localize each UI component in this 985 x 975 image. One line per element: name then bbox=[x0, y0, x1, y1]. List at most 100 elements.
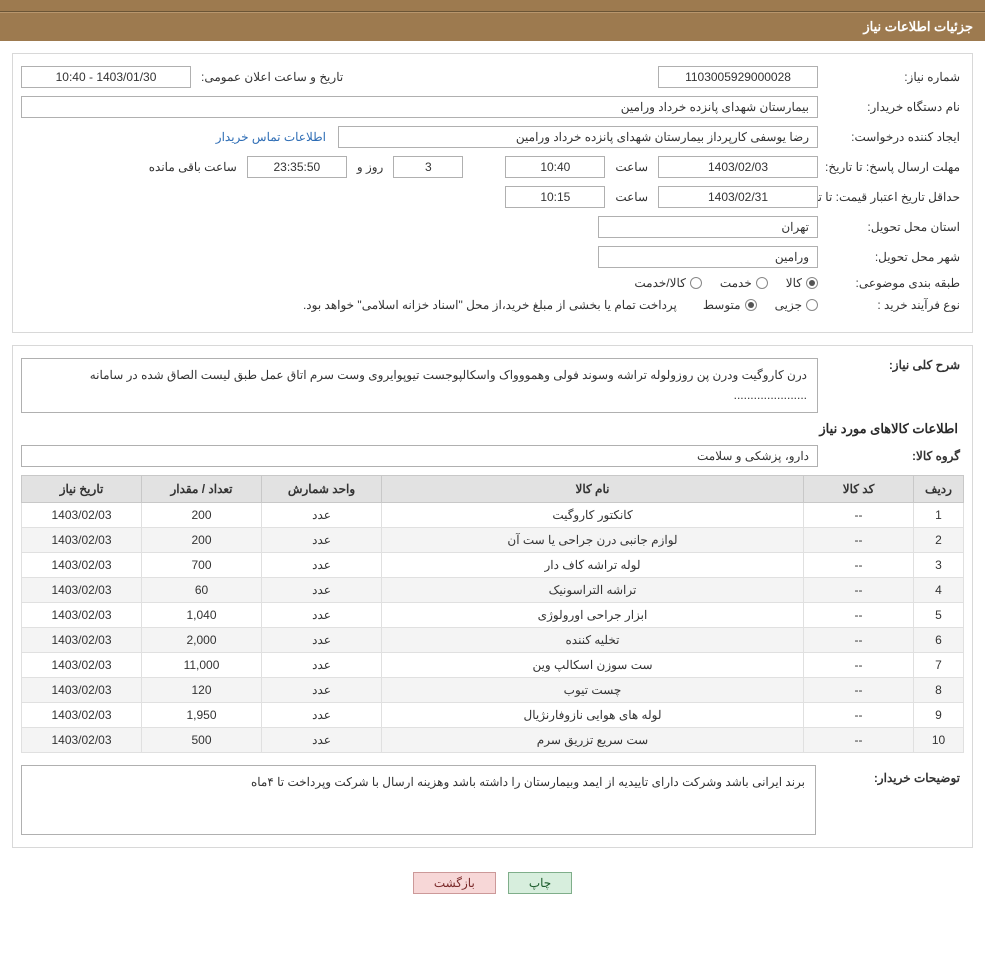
table-row: 5--ابزار جراحی اورولوژیعدد1,0401403/02/0… bbox=[22, 602, 964, 627]
cell-name: تخلیه کننده bbox=[382, 627, 804, 652]
radio-icon bbox=[690, 277, 702, 289]
cell-code: -- bbox=[804, 602, 914, 627]
cell-name: ست سوزن اسکالپ وین bbox=[382, 652, 804, 677]
validity-date: 1403/02/31 bbox=[658, 186, 818, 208]
cell-qty: 200 bbox=[142, 527, 262, 552]
cell-name: کانکتور کاروگیت bbox=[382, 502, 804, 527]
print-button[interactable]: چاپ bbox=[508, 872, 572, 894]
need-no-label: شماره نیاز: bbox=[824, 70, 964, 84]
cell-row: 1 bbox=[914, 502, 964, 527]
radio-icon bbox=[745, 299, 757, 311]
cell-qty: 60 bbox=[142, 577, 262, 602]
cell-unit: عدد bbox=[262, 577, 382, 602]
th-name: نام کالا bbox=[382, 475, 804, 502]
th-qty: تعداد / مقدار bbox=[142, 475, 262, 502]
contact-link[interactable]: اطلاعات تماس خریدار bbox=[210, 130, 332, 144]
time-label-2: ساعت bbox=[611, 190, 652, 204]
radio-medium-label: متوسط bbox=[703, 298, 741, 312]
th-row: ردیف bbox=[914, 475, 964, 502]
province-label: استان محل تحویل: bbox=[824, 220, 964, 234]
cell-row: 8 bbox=[914, 677, 964, 702]
announce-label: تاریخ و ساعت اعلان عمومی: bbox=[197, 70, 347, 84]
cell-qty: 1,950 bbox=[142, 702, 262, 727]
content: شماره نیاز: 1103005929000028 تاریخ و ساع… bbox=[0, 41, 985, 918]
cell-unit: عدد bbox=[262, 702, 382, 727]
radio-icon bbox=[756, 277, 768, 289]
cell-code: -- bbox=[804, 552, 914, 577]
radio-both-label: کالا/خدمت bbox=[634, 276, 685, 290]
buyer-notes-label: توضیحات خریدار: bbox=[824, 765, 964, 835]
cell-code: -- bbox=[804, 702, 914, 727]
radio-service[interactable]: خدمت bbox=[720, 276, 768, 290]
cell-date: 1403/02/03 bbox=[22, 677, 142, 702]
cell-code: -- bbox=[804, 577, 914, 602]
cell-name: لوله های هوایی نازوفارنژیال bbox=[382, 702, 804, 727]
cell-code: -- bbox=[804, 627, 914, 652]
th-code: کد کالا bbox=[804, 475, 914, 502]
page-title: جزئیات اطلاعات نیاز bbox=[863, 19, 973, 34]
cell-code: -- bbox=[804, 677, 914, 702]
cell-qty: 120 bbox=[142, 677, 262, 702]
table-row: 1--کانکتور کاروگیتعدد2001403/02/03 bbox=[22, 502, 964, 527]
top-bar bbox=[0, 0, 985, 12]
cell-code: -- bbox=[804, 727, 914, 752]
city: ورامین bbox=[598, 246, 818, 268]
province: تهران bbox=[598, 216, 818, 238]
cell-unit: عدد bbox=[262, 627, 382, 652]
buyer-org: بیمارستان شهدای پانزده خرداد ورامین bbox=[21, 96, 818, 118]
announce-value: 1403/01/30 - 10:40 bbox=[21, 66, 191, 88]
class-label: طبقه بندی موضوعی: bbox=[824, 276, 964, 290]
remaining-label: ساعت باقی مانده bbox=[145, 160, 241, 174]
cell-date: 1403/02/03 bbox=[22, 627, 142, 652]
radio-goods-label: کالا bbox=[786, 276, 802, 290]
cell-qty: 11,000 bbox=[142, 652, 262, 677]
cell-name: تراشه التراسونیک bbox=[382, 577, 804, 602]
radio-goods[interactable]: کالا bbox=[786, 276, 818, 290]
cell-date: 1403/02/03 bbox=[22, 552, 142, 577]
button-row: چاپ بازگشت bbox=[12, 860, 973, 906]
cell-row: 9 bbox=[914, 702, 964, 727]
radio-both[interactable]: کالا/خدمت bbox=[634, 276, 701, 290]
table-header-row: ردیف کد کالا نام کالا واحد شمارش تعداد /… bbox=[22, 475, 964, 502]
requester: رضا یوسفی کارپرداز بیمارستان شهدای پانزد… bbox=[338, 126, 818, 148]
cell-row: 6 bbox=[914, 627, 964, 652]
cell-row: 4 bbox=[914, 577, 964, 602]
radio-partial[interactable]: جزیی bbox=[775, 298, 818, 312]
table-row: 6--تخلیه کنندهعدد2,0001403/02/03 bbox=[22, 627, 964, 652]
cell-date: 1403/02/03 bbox=[22, 502, 142, 527]
purchase-type-label: نوع فرآیند خرید : bbox=[824, 298, 964, 312]
cell-date: 1403/02/03 bbox=[22, 602, 142, 627]
cell-qty: 700 bbox=[142, 552, 262, 577]
validity-label: حداقل تاریخ اعتبار قیمت: تا تاریخ: bbox=[824, 190, 964, 204]
table-row: 7--ست سوزن اسکالپ وینعدد11,0001403/02/03 bbox=[22, 652, 964, 677]
cell-unit: عدد bbox=[262, 727, 382, 752]
radio-partial-label: جزیی bbox=[775, 298, 802, 312]
table-row: 2--لوازم جانبی درن جراحی یا ست آنعدد2001… bbox=[22, 527, 964, 552]
cell-qty: 2,000 bbox=[142, 627, 262, 652]
back-button[interactable]: بازگشت bbox=[413, 872, 496, 894]
days-value: 3 bbox=[393, 156, 463, 178]
table-row: 9--لوله های هوایی نازوفارنژیالعدد1,95014… bbox=[22, 702, 964, 727]
page-header: جزئیات اطلاعات نیاز bbox=[0, 12, 985, 41]
cell-unit: عدد bbox=[262, 602, 382, 627]
need-no: 1103005929000028 bbox=[658, 66, 818, 88]
details-panel: شرح کلی نیاز: درن کاروگیت ودرن پن روزولو… bbox=[12, 345, 973, 848]
cell-date: 1403/02/03 bbox=[22, 577, 142, 602]
th-date: تاریخ نیاز bbox=[22, 475, 142, 502]
cell-name: لوله تراشه کاف دار bbox=[382, 552, 804, 577]
cell-row: 3 bbox=[914, 552, 964, 577]
cell-date: 1403/02/03 bbox=[22, 527, 142, 552]
requester-label: ایجاد کننده درخواست: bbox=[824, 130, 964, 144]
table-row: 10--ست سریع تزریق سرمعدد5001403/02/03 bbox=[22, 727, 964, 752]
cell-date: 1403/02/03 bbox=[22, 652, 142, 677]
cell-row: 2 bbox=[914, 527, 964, 552]
deadline-date: 1403/02/03 bbox=[658, 156, 818, 178]
items-title: اطلاعات کالاهای مورد نیاز bbox=[27, 421, 958, 437]
cell-row: 10 bbox=[914, 727, 964, 752]
cell-code: -- bbox=[804, 527, 914, 552]
buyer-org-label: نام دستگاه خریدار: bbox=[824, 100, 964, 114]
cell-unit: عدد bbox=[262, 677, 382, 702]
radio-medium[interactable]: متوسط bbox=[703, 298, 757, 312]
cell-name: ابزار جراحی اورولوژی bbox=[382, 602, 804, 627]
cell-unit: عدد bbox=[262, 502, 382, 527]
